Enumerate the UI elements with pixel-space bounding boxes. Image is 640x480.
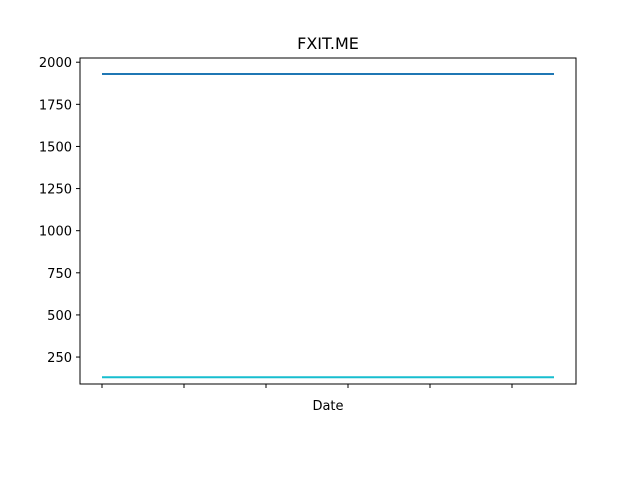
- y-tick-label: 1500: [39, 140, 72, 155]
- plot-frame: [79, 57, 577, 385]
- series-layer: [102, 73, 554, 379]
- y-tick-label: 1250: [39, 183, 72, 198]
- y-tick-label: 2000: [39, 56, 72, 71]
- x-axis-title: Date: [312, 399, 343, 414]
- chart-title: FXIT.ME: [297, 34, 359, 53]
- x-axis: [101, 384, 513, 388]
- y-tick-label: 500: [47, 309, 72, 324]
- y-axis: 250 500 750 1000 1250 1500 1750 2000: [39, 56, 80, 366]
- y-tick-label: 250: [47, 351, 72, 366]
- y-tick-label: 750: [47, 267, 72, 282]
- y-tick-label: 1000: [39, 225, 72, 240]
- y-tick-label: 1750: [39, 98, 72, 113]
